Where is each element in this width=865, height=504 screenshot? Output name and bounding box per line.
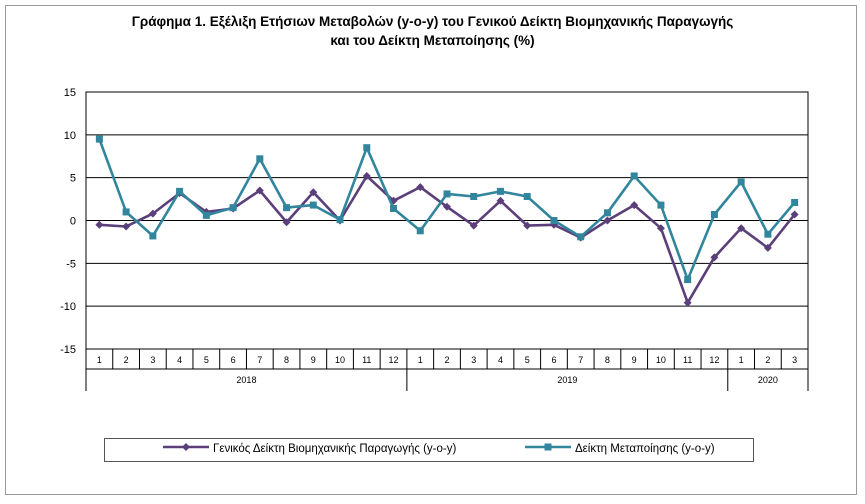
data-point-series-2 — [416, 227, 424, 235]
data-point-series-2 — [684, 276, 692, 284]
x-tick-label: 8 — [605, 355, 610, 365]
data-point-series-2 — [710, 211, 718, 219]
x-tick-label: 9 — [311, 355, 316, 365]
data-point-series-2 — [176, 187, 184, 195]
y-tick-label: 5 — [70, 173, 76, 185]
data-point-series-2 — [309, 201, 317, 209]
year-label: 2018 — [236, 375, 256, 385]
x-tick-label: 6 — [551, 355, 556, 365]
data-point-series-2 — [577, 233, 585, 241]
x-tick-label: 1 — [418, 355, 423, 365]
x-tick-label: 5 — [525, 355, 530, 365]
x-tick-label: 8 — [284, 355, 289, 365]
y-tick-label: -15 — [60, 344, 76, 356]
data-point-series-1 — [737, 224, 746, 233]
legend-marker-series-2 — [525, 443, 571, 451]
chart-frame — [5, 5, 857, 495]
data-point-series-2 — [229, 204, 237, 212]
data-point-series-1 — [763, 243, 772, 252]
data-point-series-2 — [470, 193, 478, 201]
x-tick-label: 3 — [792, 355, 797, 365]
x-tick-label: 9 — [632, 355, 637, 365]
data-point-series-1 — [255, 186, 264, 195]
data-point-series-2 — [122, 208, 130, 216]
data-point-series-1 — [710, 253, 719, 262]
legend-label-series-1: Γενικός Δείκτη Βιομηχανικής Παραγωγής (y… — [213, 443, 457, 455]
data-point-series-2 — [791, 199, 799, 207]
data-point-series-1 — [790, 210, 799, 219]
x-tick-label: 7 — [257, 355, 262, 365]
x-tick-label: 12 — [389, 355, 399, 365]
x-tick-label: 7 — [578, 355, 583, 365]
x-tick-label: 11 — [683, 355, 692, 365]
data-point-series-1 — [362, 171, 371, 180]
data-point-series-1 — [603, 216, 612, 225]
data-point-series-2 — [283, 204, 291, 212]
x-tick-label: 3 — [471, 355, 476, 365]
legend-marker-series-1 — [163, 443, 209, 451]
data-point-series-2 — [603, 209, 611, 217]
x-tick-label: 5 — [204, 355, 209, 365]
data-point-series-1 — [282, 218, 291, 227]
data-point-series-2 — [764, 230, 772, 238]
data-point-series-2 — [630, 172, 638, 180]
x-tick-label: 3 — [150, 355, 155, 365]
x-tick-label: 1 — [97, 355, 102, 365]
y-tick-label: -10 — [60, 301, 76, 313]
x-tick-label: 1 — [739, 355, 744, 365]
y-tick-label: 0 — [70, 216, 76, 228]
y-tick-label: 10 — [64, 130, 76, 142]
x-tick-label: 2 — [444, 355, 449, 365]
data-point-series-2 — [737, 178, 745, 186]
data-point-series-2 — [256, 155, 264, 163]
data-point-series-2 — [363, 144, 371, 152]
data-point-series-1 — [309, 188, 318, 197]
plot-area — [85, 91, 809, 350]
data-point-series-2 — [657, 201, 665, 209]
chart-title-line2: και του Δείκτη Μεταποίησης (%) — [330, 33, 535, 48]
data-point-series-2 — [202, 211, 210, 219]
data-point-series-2 — [336, 216, 344, 224]
chart-title-line1: Γράφημα 1. Εξέλιξη Ετήσιων Μεταβολών (y-… — [131, 14, 734, 29]
year-label: 2020 — [758, 375, 778, 385]
data-point-series-1 — [683, 298, 692, 307]
data-point-series-1 — [496, 196, 505, 205]
x-tick-label: 10 — [656, 355, 666, 365]
x-tick-label: 12 — [709, 355, 719, 365]
data-point-series-1 — [443, 202, 451, 211]
data-point-series-1 — [416, 183, 425, 192]
x-tick-label: 4 — [498, 355, 503, 365]
data-point-series-1 — [656, 224, 665, 233]
x-tick-label: 2 — [124, 355, 129, 365]
data-point-series-1 — [630, 201, 639, 210]
x-tick-label: 2 — [765, 355, 770, 365]
x-tick-label: 6 — [231, 355, 236, 365]
x-tick-label: 11 — [362, 355, 371, 365]
legend: Γενικός Δείκτη Βιομηχανικής Παραγωγής (y… — [104, 438, 754, 462]
chart-title: Γράφημα 1. Εξέλιξη Ετήσιων Μεταβολών (y-… — [0, 12, 865, 50]
data-point-series-2 — [149, 232, 157, 240]
x-tick-label: 10 — [335, 355, 345, 365]
data-point-series-2 — [550, 217, 558, 224]
data-point-series-1 — [122, 222, 131, 231]
y-tick-label: 15 — [64, 87, 76, 99]
data-point-series-2 — [443, 190, 451, 198]
legend-label-series-2: Δείκτη Μεταποίησης (y-o-y) — [575, 443, 715, 455]
data-point-series-1 — [469, 221, 478, 230]
x-tick-label: 4 — [177, 355, 182, 365]
data-point-series-2 — [390, 205, 398, 213]
y-tick-label: -5 — [66, 258, 76, 270]
data-point-series-1 — [523, 221, 532, 230]
data-point-series-2 — [496, 187, 504, 195]
year-label: 2019 — [557, 375, 577, 385]
data-point-series-2 — [523, 193, 531, 201]
data-point-series-2 — [95, 135, 103, 143]
data-point-series-1 — [148, 209, 157, 218]
data-point-series-1 — [95, 220, 104, 229]
